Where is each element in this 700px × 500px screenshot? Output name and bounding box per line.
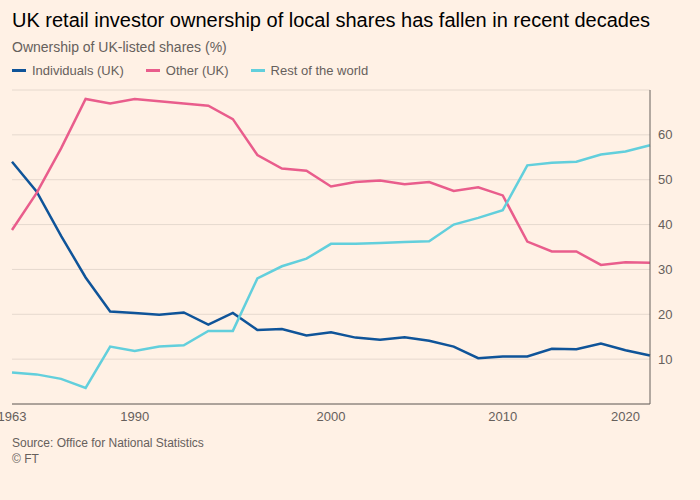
svg-text:30: 30 bbox=[658, 262, 672, 277]
svg-text:1990: 1990 bbox=[120, 409, 149, 424]
svg-text:2010: 2010 bbox=[488, 409, 517, 424]
svg-text:50: 50 bbox=[658, 172, 672, 187]
svg-text:40: 40 bbox=[658, 217, 672, 232]
html-text:Other (UK): Other (UK) bbox=[165, 63, 229, 78]
svg-text:60: 60 bbox=[658, 127, 672, 142]
svg-text:2000: 2000 bbox=[317, 409, 346, 424]
html-text:Ownership of UK-listed shares: Ownership of UK-listed shares (%) bbox=[12, 39, 227, 55]
html-text:Rest of the world: Rest of the world bbox=[270, 63, 369, 78]
svg-text:10: 10 bbox=[658, 352, 672, 367]
html-text:Individuals (UK): Individuals (UK) bbox=[32, 63, 124, 78]
svg-text:20: 20 bbox=[658, 307, 672, 322]
html-text:© FT: © FT bbox=[12, 452, 39, 466]
html-text:UK retail investor ownership o: UK retail investor ownership of local sh… bbox=[12, 9, 651, 31]
html-text:Source: Office for National St: Source: Office for National Statistics bbox=[12, 436, 204, 450]
svg-text:2020: 2020 bbox=[611, 409, 640, 424]
svg-text:1963: 1963 bbox=[8, 409, 26, 424]
